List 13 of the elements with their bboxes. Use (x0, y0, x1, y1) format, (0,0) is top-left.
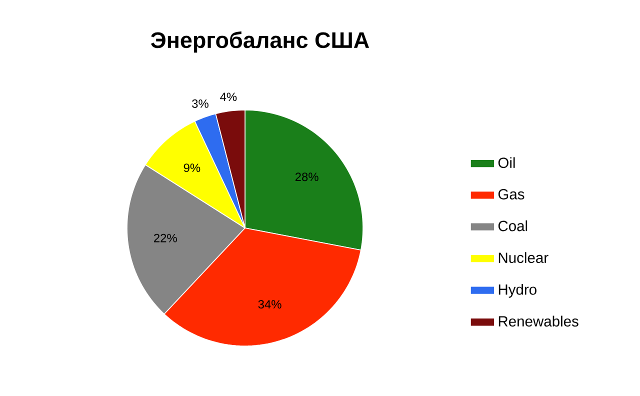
legend-label: Oil (498, 157, 515, 168)
legend-label: Renewables (498, 316, 578, 327)
data-label: 3% (192, 99, 208, 108)
data-label: 28% (295, 172, 318, 182)
legend-label: Hydro (498, 284, 536, 298)
chart-title: Энергобаланс США (150, 31, 370, 53)
legend-label: Nuclear (498, 252, 548, 264)
data-label: 22% (154, 234, 177, 242)
data-label: 34% (258, 300, 282, 309)
legend-label: Gas (498, 188, 524, 200)
data-label: 4% (220, 92, 237, 102)
data-label: 9% (184, 164, 200, 172)
legend-label: Coal (498, 220, 528, 232)
